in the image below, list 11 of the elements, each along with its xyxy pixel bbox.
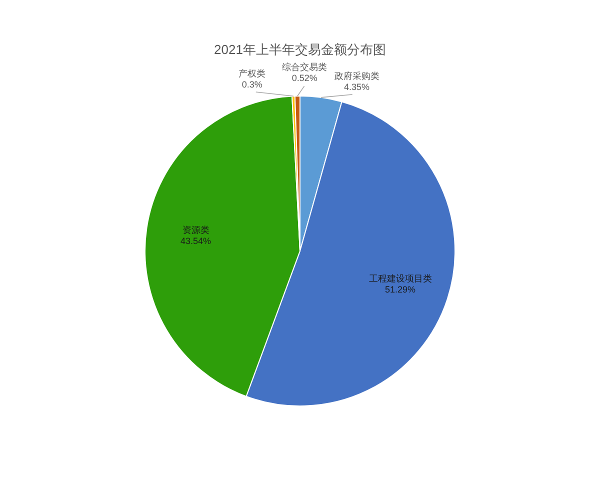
chart-title: 2021年上半年交易金额分布图 xyxy=(214,42,386,57)
slice-label: 资源类 xyxy=(182,225,210,236)
data-label: 43.54% xyxy=(180,236,212,246)
data-label: 0.3% xyxy=(242,80,262,90)
slice-label: 政府采购类 xyxy=(334,71,380,82)
data-label: 51.29% xyxy=(384,284,416,295)
slice-label: 工程建设项目类 xyxy=(368,274,432,284)
data-label: 0.52% xyxy=(292,73,318,84)
slice-label: 产权类 xyxy=(238,68,266,79)
data-label: 4.35% xyxy=(344,82,370,92)
slice-label: 综合交易类 xyxy=(282,62,328,72)
